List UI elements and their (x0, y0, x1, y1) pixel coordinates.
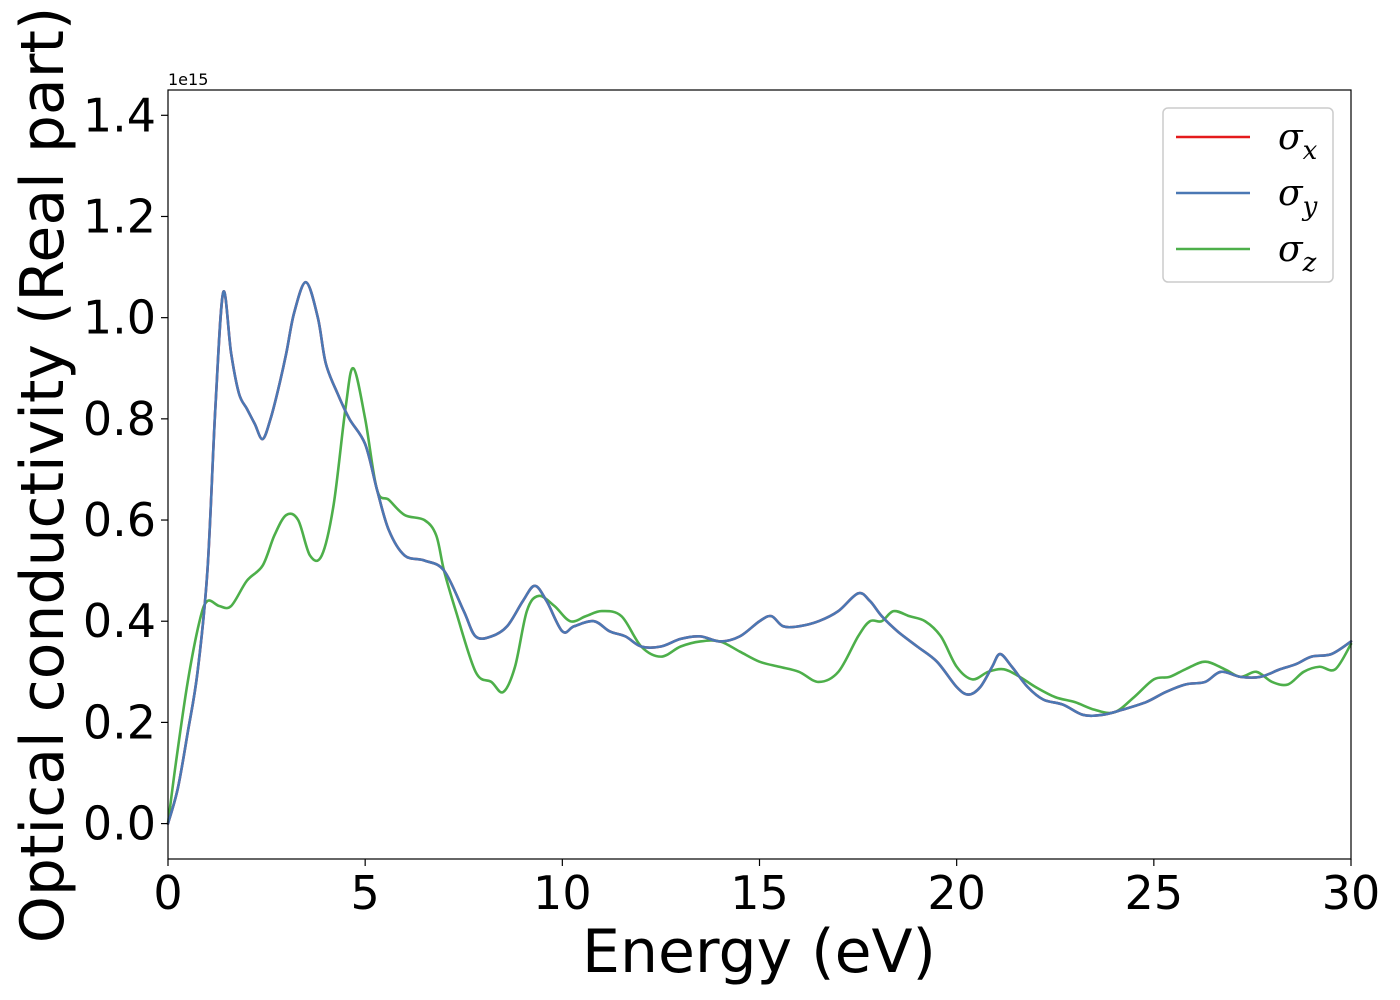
y-axis: 0.0 0.2 0.4 0.6 0.8 1.0 1.2 1.4 (83, 88, 168, 851)
plot-area (166, 280, 1353, 825)
y-tick-label: 1.0 (83, 291, 156, 345)
y-tick-label: 1.4 (83, 88, 156, 142)
x-tick-label: 0 (153, 866, 182, 920)
legend-box (1162, 107, 1334, 283)
y-tick-label: 0.6 (83, 493, 156, 547)
x-tick-label: 5 (351, 866, 380, 920)
x-axis-title: Energy (eV) (582, 917, 936, 987)
y-offset-label: 1e15 (168, 70, 208, 89)
x-tick-label: 15 (730, 866, 789, 920)
x-tick-label: 25 (1125, 866, 1184, 920)
x-tick-label: 20 (927, 866, 986, 920)
y-tick-label: 1.2 (83, 189, 156, 243)
y-tick-label: 0.0 (83, 797, 156, 851)
series-line-sigma-z (166, 366, 1353, 825)
x-tick-label: 30 (1322, 866, 1381, 920)
plot-frame (167, 89, 1352, 860)
legend-label: σz (1278, 229, 1317, 278)
y-tick-label: 0.2 (83, 695, 156, 749)
y-tick-label: 0.8 (83, 392, 156, 446)
legend: σx σy σz (1162, 107, 1334, 283)
series-line-sigma-y (166, 280, 1353, 825)
legend-label: σy (1278, 173, 1318, 222)
legend-label: σx (1278, 117, 1318, 166)
x-tick-label: 10 (533, 866, 592, 920)
y-axis-title: Optical conductivity (Real part) (8, 7, 78, 944)
y-tick-label: 0.4 (83, 594, 156, 648)
x-axis: 0 5 10 15 20 25 30 (153, 859, 1380, 920)
